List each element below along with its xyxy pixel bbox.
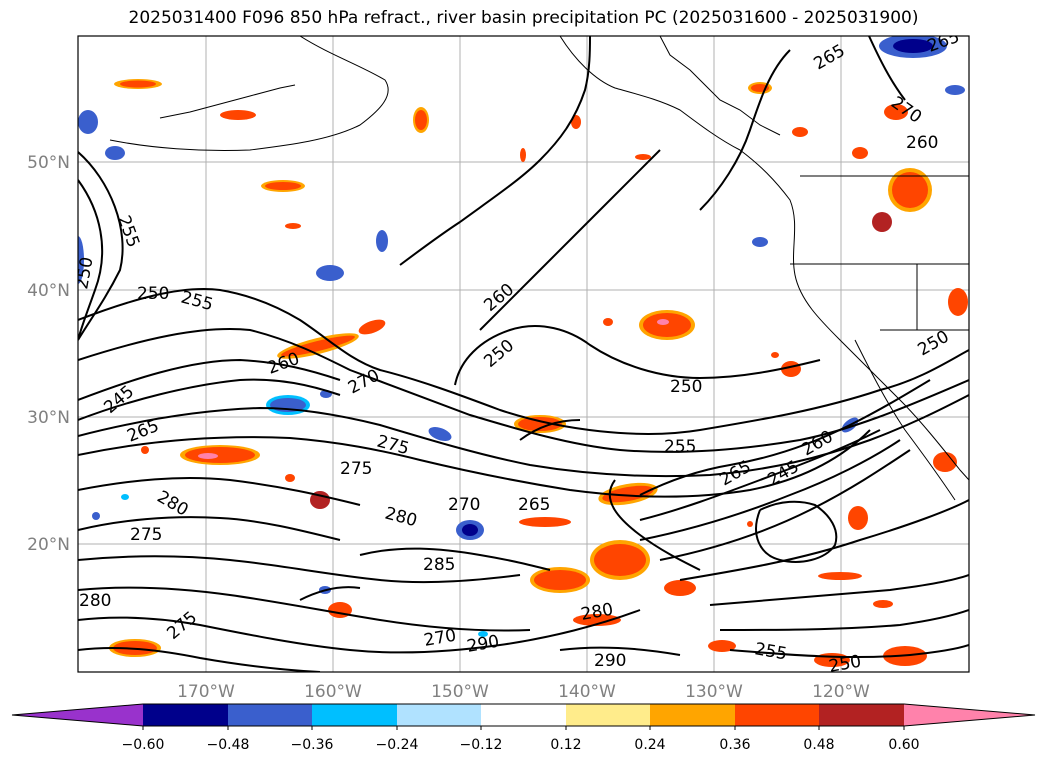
contour-label: 250 <box>827 652 862 677</box>
lon-label-150w: 150°W <box>431 682 489 702</box>
contour-label: 250 <box>72 255 97 290</box>
contour-label: 270 <box>448 495 480 515</box>
colorbar-swatch <box>312 704 397 726</box>
colorbar-tick-label: 0.48 <box>803 737 834 753</box>
lat-label-20n: 20°N <box>27 535 70 555</box>
colorbar-tick-label: −0.60 <box>122 737 165 753</box>
contour-label: 265 <box>518 495 550 515</box>
colorbar-swatch <box>481 704 566 726</box>
contour-label: 260 <box>906 133 938 153</box>
colorbar-swatch <box>819 704 904 726</box>
precipitation-patches <box>109 79 968 667</box>
lon-label-130w: 130°W <box>685 682 743 702</box>
colorbar-tick-label: −0.48 <box>207 737 250 753</box>
negative-pc-patches <box>78 36 965 637</box>
lat-label-30n: 30°N <box>27 408 70 428</box>
latitude-labels: 50°N 40°N 30°N 20°N <box>27 153 70 555</box>
contour-label: 250 <box>137 284 169 304</box>
colorbar-tick-label: 0.12 <box>550 737 581 753</box>
colorbar-tick-label: 0.24 <box>634 737 665 753</box>
lat-label-40n: 40°N <box>27 281 70 301</box>
contour-label: 250 <box>670 377 702 397</box>
colorbar-swatch <box>566 704 650 726</box>
plot-area <box>78 36 969 672</box>
lon-label-140w: 140°W <box>558 682 616 702</box>
plot-frame <box>77 35 970 673</box>
longitude-labels: 170°W 160°W 150°W 140°W 130°W 120°W <box>177 682 870 702</box>
contour-label: 290 <box>594 651 626 671</box>
contour-label: 255 <box>664 437 696 457</box>
colorbar-extend-high <box>904 704 1035 726</box>
contour-label: 285 <box>423 555 455 575</box>
colorbar-swatch <box>228 704 312 726</box>
contour-label: 275 <box>340 459 372 479</box>
colorbar-tick-label: 0.60 <box>888 737 919 753</box>
lon-label-160w: 160°W <box>304 682 362 702</box>
colorbar-swatch <box>650 704 735 726</box>
refractivity-contours <box>78 36 969 672</box>
map-title: 2025031400 F096 850 hPa refract., river … <box>128 8 919 28</box>
lon-label-120w: 120°W <box>812 682 870 702</box>
lat-label-50n: 50°N <box>27 153 70 173</box>
colorbar-tick-label: −0.36 <box>291 737 334 753</box>
colorbar-tick-label: −0.24 <box>376 737 419 753</box>
colorbar-tick-label: −0.12 <box>460 737 503 753</box>
colorbar-swatch <box>397 704 481 726</box>
colorbar: −0.60 −0.48 −0.36 −0.24 −0.12 0.12 0.24 … <box>11 703 1036 753</box>
colorbar-swatch <box>143 704 228 726</box>
contour-label: 275 <box>130 525 162 545</box>
colorbar-swatch <box>735 704 819 726</box>
colorbar-tick-label: 0.36 <box>719 737 750 753</box>
colorbar-extend-low <box>12 704 143 726</box>
coastlines <box>109 36 969 501</box>
lon-label-170w: 170°W <box>177 682 235 702</box>
contour-label: 280 <box>79 591 111 611</box>
